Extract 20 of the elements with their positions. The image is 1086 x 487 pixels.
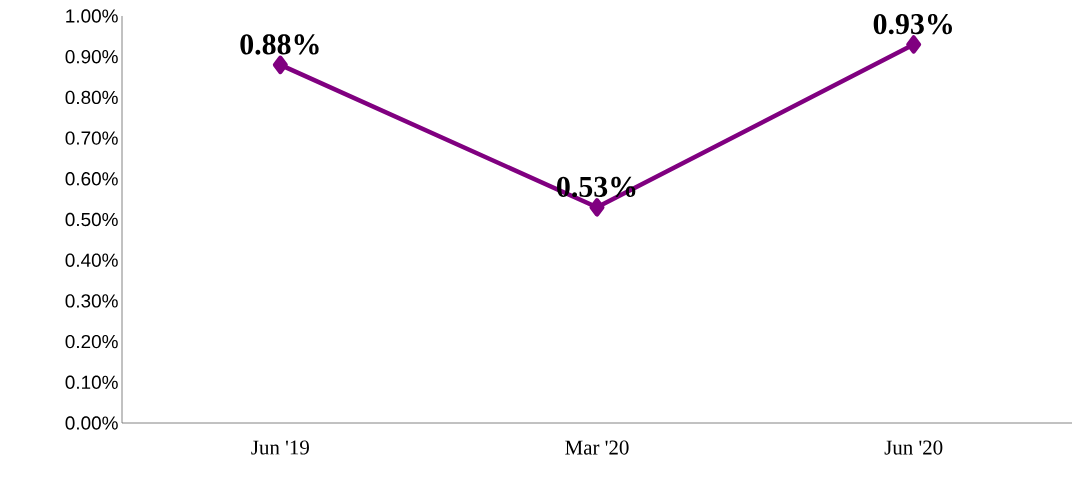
y-tick-label: 0.20% xyxy=(65,334,118,349)
point xyxy=(906,35,922,54)
data-label: 0.93% xyxy=(873,13,952,35)
y-tick-label: 1.00% xyxy=(66,9,118,23)
y-tick-label: 0.10% xyxy=(65,375,118,389)
y-tick-label: 0.70% xyxy=(65,131,118,145)
y-tick-label: 0.00% xyxy=(65,416,118,430)
y-tick-label: 0.50% xyxy=(65,212,118,227)
data-label: 0.88% xyxy=(240,34,319,55)
x-tick-label: Jun '19 xyxy=(251,440,309,455)
y-tick-label: 0.40% xyxy=(65,253,118,267)
data-label: 0.53% xyxy=(557,176,636,198)
point xyxy=(272,55,288,75)
y-tick-label: 0.30% xyxy=(65,294,118,308)
point xyxy=(589,198,605,217)
x-tick-label: Mar '20 xyxy=(565,440,629,455)
y-tick-label: 0.80% xyxy=(65,90,118,105)
y-tick-label: 0.90% xyxy=(65,49,118,64)
x-tick-label: Jun '20 xyxy=(884,440,943,455)
y-tick-label: 0.60% xyxy=(65,172,118,186)
